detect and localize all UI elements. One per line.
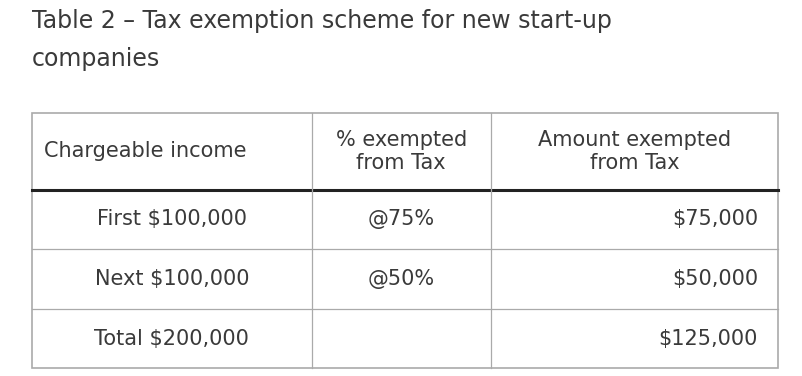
Text: Total $200,000: Total $200,000 [95, 329, 249, 349]
Text: Next $100,000: Next $100,000 [95, 269, 249, 289]
Text: Chargeable income: Chargeable income [44, 141, 246, 161]
Text: Amount exempted
from Tax: Amount exempted from Tax [538, 130, 731, 173]
Text: $75,000: $75,000 [672, 209, 758, 229]
Text: First $100,000: First $100,000 [97, 209, 247, 229]
Text: @50%: @50% [368, 269, 435, 289]
Text: $50,000: $50,000 [672, 269, 758, 289]
Text: $125,000: $125,000 [658, 329, 758, 349]
Text: Table 2 – Tax exemption scheme for new start-up: Table 2 – Tax exemption scheme for new s… [32, 9, 612, 33]
Text: % exempted
from Tax: % exempted from Tax [336, 130, 467, 173]
Text: @75%: @75% [368, 209, 435, 229]
Bar [32, 113, 778, 368]
Text: companies: companies [32, 47, 160, 71]
